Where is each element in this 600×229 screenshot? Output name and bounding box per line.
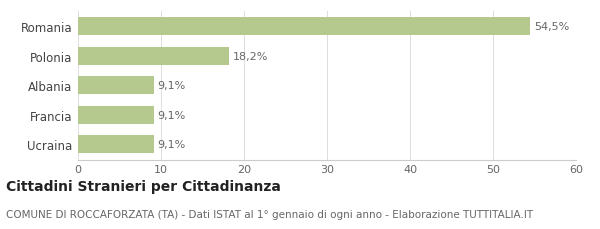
Text: 9,1%: 9,1% bbox=[158, 81, 186, 91]
Text: 54,5%: 54,5% bbox=[535, 22, 570, 32]
Text: 18,2%: 18,2% bbox=[233, 52, 269, 61]
Text: 9,1%: 9,1% bbox=[158, 110, 186, 120]
Bar bbox=[78, 106, 154, 124]
Bar bbox=[78, 48, 229, 65]
Bar bbox=[78, 77, 154, 95]
Text: 9,1%: 9,1% bbox=[158, 140, 186, 150]
Bar bbox=[78, 136, 154, 153]
Text: Cittadini Stranieri per Cittadinanza: Cittadini Stranieri per Cittadinanza bbox=[6, 179, 281, 193]
Bar bbox=[78, 18, 530, 36]
Text: COMUNE DI ROCCAFORZATA (TA) - Dati ISTAT al 1° gennaio di ogni anno - Elaborazio: COMUNE DI ROCCAFORZATA (TA) - Dati ISTAT… bbox=[6, 210, 533, 220]
